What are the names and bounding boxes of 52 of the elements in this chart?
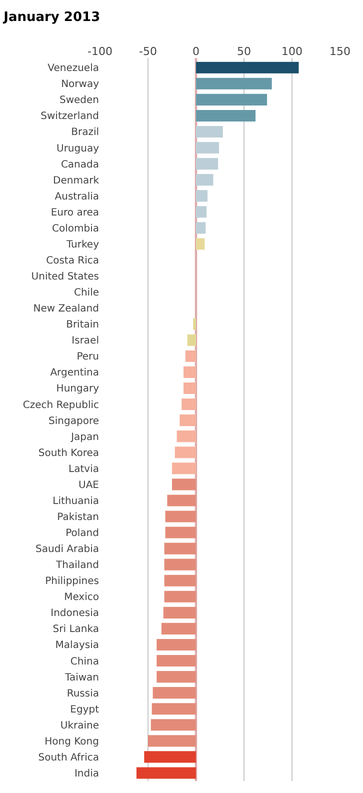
y-tick-label: Pakistan [57, 512, 99, 523]
y-tick-label: Venezuela [48, 63, 99, 74]
y-tick-label: South Korea [38, 448, 99, 459]
y-tick-label: Singapore [48, 416, 99, 427]
y-tick-label: Switzerland [40, 111, 99, 122]
y-tick-label: Denmark [53, 175, 100, 186]
y-tick-label: Uruguay [56, 143, 100, 154]
y-tick-label: United States [31, 272, 99, 283]
y-tick-label: Malaysia [55, 640, 99, 652]
y-tick-label: Israel [72, 336, 99, 347]
y-tick-label: UAE [78, 480, 99, 491]
y-tick-label: India [74, 768, 99, 780]
y-tick-label: Indonesia [50, 608, 99, 620]
y-tick-label: Argentina [50, 368, 99, 379]
y-tick-label: Colombia [52, 223, 99, 234]
y-tick-label: Czech Republic [22, 400, 99, 411]
y-tick-label: Poland [66, 528, 99, 540]
y-tick-label: Hungary [56, 384, 100, 395]
x-tick-label: 0 [192, 44, 200, 58]
y-tick-label: Saudi Arabia [36, 544, 99, 556]
y-tick-label: Taiwan [64, 672, 99, 684]
y-tick-label: New Zealand [33, 304, 99, 315]
y-tick-label: Mexico [64, 592, 99, 604]
y-tick-label: Japan [70, 432, 99, 443]
y-tick-label: Turkey [65, 239, 100, 250]
y-tick-label: Philippines [45, 576, 99, 588]
y-tick-label: Canada [60, 159, 99, 170]
y-tick-label: Norway [61, 79, 100, 90]
y-tick-label: Sweden [59, 95, 99, 106]
y-tick-label: Australia [54, 191, 99, 202]
x-tick-label: 100 [282, 44, 302, 58]
y-tick-label: Euro area [50, 207, 99, 218]
y-tick-label: Ukraine [60, 720, 99, 732]
y-tick-label: Costa Rica [46, 255, 99, 266]
x-tick-label: -50 [139, 44, 157, 58]
y-tick-label: China [70, 656, 99, 668]
y-tick-label: Chile [74, 288, 99, 299]
x-tick-label: 50 [237, 44, 251, 58]
y-tick-label: Hong Kong [44, 736, 99, 748]
y-tick-label: Thailand [55, 560, 99, 572]
y-tick-label: Sri Lanka [52, 624, 99, 636]
y-tick-label: South Africa [38, 752, 99, 764]
chart-title: January 2013 [2, 10, 100, 25]
x-tick-label: -100 [88, 44, 112, 58]
y-tick-label: Brazil [71, 127, 99, 138]
y-tick-label: Egypt [70, 704, 100, 716]
y-tick-label: Russia [66, 688, 99, 700]
y-tick-label: Peru [76, 352, 99, 363]
x-tick-label: 150 [330, 44, 350, 58]
y-tick-label: Britain [66, 320, 99, 331]
y-tick-label: Latvia [68, 464, 99, 475]
y-tick-label: Lithuania [52, 496, 99, 507]
